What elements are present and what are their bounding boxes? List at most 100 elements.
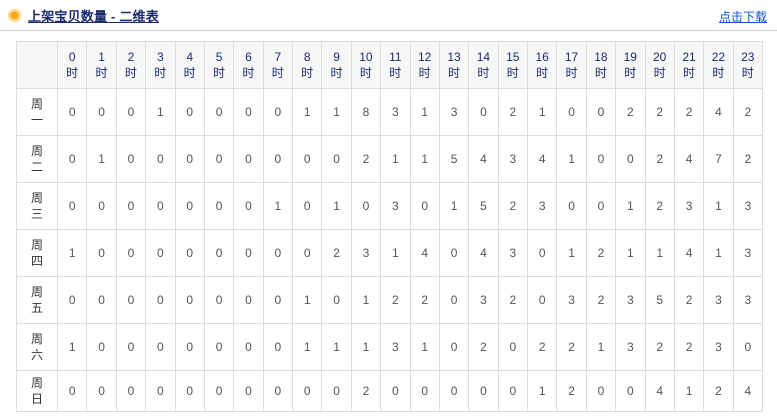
data-cell: 4 (468, 135, 499, 183)
data-cell: 1 (526, 370, 558, 412)
data-cell: 0 (233, 135, 264, 183)
data-cell: 0 (615, 135, 646, 183)
data-cell: 0 (321, 276, 352, 324)
data-cell: 0 (145, 323, 176, 371)
header-row: 0 时 1 时 2 时 3 时 4 时 5 时 6 时 7 时 8 时 9 时 10 时 11 时 12 时 13 时 14 时 15 时 16… (16, 41, 764, 89)
data-cell: 1 (86, 135, 117, 183)
data-cell: 4 (644, 370, 675, 412)
data-cell: 3 (468, 276, 499, 324)
data-cell: 4 (732, 370, 764, 412)
data-cell: 0 (262, 135, 294, 183)
data-cell: 0 (174, 182, 205, 230)
data-cell: 1 (409, 135, 440, 183)
data-cell: 2 (497, 276, 529, 324)
data-cell: 3 (703, 323, 734, 371)
column-header-number: 7 (274, 50, 282, 64)
data-cell: 0 (86, 229, 117, 277)
data-cell: 1 (321, 88, 352, 136)
data-cell: 0 (56, 135, 88, 183)
data-cell: 0 (86, 182, 117, 230)
page-title: 上架宝贝数量 - 二维表 (28, 8, 159, 24)
data-cell: 3 (732, 182, 764, 230)
data-cell: 0 (56, 182, 88, 230)
data-cell: 0 (203, 323, 235, 371)
column-header-unit: 时 (95, 66, 108, 80)
column-header-unit: 时 (741, 66, 754, 80)
data-cell: 2 (556, 370, 587, 412)
row-label-line1: 周 (30, 144, 43, 158)
data-cell: 3 (732, 229, 764, 277)
data-cell: 3 (615, 323, 646, 371)
column-header-hour-12: 12 时 (409, 41, 440, 89)
row-label-line2: 六 (30, 348, 43, 362)
data-cell: 2 (350, 370, 382, 412)
data-cell: 0 (174, 276, 205, 324)
column-header-hour-18: 18 时 (585, 41, 617, 89)
data-cell: 0 (174, 323, 205, 371)
data-cell: 0 (174, 88, 205, 136)
row-label-weekday: 周三 (16, 182, 58, 230)
download-link[interactable]: 点击下载 (718, 10, 767, 24)
data-cell: 0 (262, 229, 294, 277)
data-cell: 5 (468, 182, 499, 230)
column-header-number: 13 (447, 50, 461, 64)
data-cell: 0 (262, 323, 294, 371)
data-cell: 7 (703, 135, 734, 183)
column-header-number: 6 (245, 50, 252, 64)
data-cell: 1 (556, 229, 587, 277)
column-header-hour-20: 20 时 (644, 41, 675, 89)
data-cell: 1 (703, 229, 734, 277)
column-header-unit: 时 (301, 66, 314, 80)
data-cell: 2 (321, 229, 352, 277)
row-label-line2: 四 (30, 254, 43, 268)
data-cell: 1 (673, 370, 705, 412)
data-cell: 0 (585, 370, 617, 412)
column-header-hour-11: 11 时 (380, 41, 411, 89)
data-cell: 0 (145, 182, 176, 230)
data-cell: 0 (86, 88, 117, 136)
data-cell: 0 (409, 182, 440, 230)
row-label-line2: 五 (30, 301, 43, 315)
data-cell: 3 (556, 276, 587, 324)
data-cell: 1 (526, 88, 558, 136)
data-cell: 1 (350, 276, 382, 324)
data-cell: 1 (56, 229, 88, 277)
data-cell: 0 (615, 370, 646, 412)
column-header-number: 5 (215, 50, 223, 64)
data-cell: 1 (644, 229, 675, 277)
data-cell: 4 (703, 88, 734, 136)
data-cell: 5 (644, 276, 675, 324)
row-label-line2: 三 (30, 207, 43, 221)
data-cell: 1 (380, 229, 411, 277)
data-cell: 2 (703, 370, 734, 412)
column-header-hour-17: 17 时 (556, 41, 587, 89)
data-cell: 0 (585, 135, 617, 183)
data-cell: 1 (291, 276, 323, 324)
data-cell: 0 (497, 370, 529, 412)
data-cell: 0 (585, 88, 617, 136)
data-cell: 0 (291, 229, 323, 277)
column-header-unit: 时 (124, 66, 137, 80)
data-cell: 0 (174, 370, 205, 412)
column-header-unit: 时 (624, 66, 637, 80)
data-cell: 2 (644, 323, 675, 371)
data-cell: 5 (438, 135, 470, 183)
column-header-unit: 时 (653, 66, 666, 80)
column-header-unit: 时 (683, 66, 696, 80)
column-header-unit: 时 (242, 66, 255, 80)
data-cell: 0 (526, 276, 558, 324)
data-cell: 1 (615, 182, 646, 230)
data-cell: 1 (56, 323, 88, 371)
table-head: 0 时 1 时 2 时 3 时 4 时 5 时 6 时 7 时 8 时 9 时 10 时 11 时 12 时 13 时 14 时 15 时 16… (16, 41, 764, 89)
data-cell: 0 (145, 370, 176, 412)
header-title-group: 上架宝贝数量 - 二维表 (0, 0, 777, 30)
data-cell: 0 (86, 370, 117, 412)
data-cell: 1 (321, 323, 352, 371)
data-cell: 2 (556, 323, 587, 371)
